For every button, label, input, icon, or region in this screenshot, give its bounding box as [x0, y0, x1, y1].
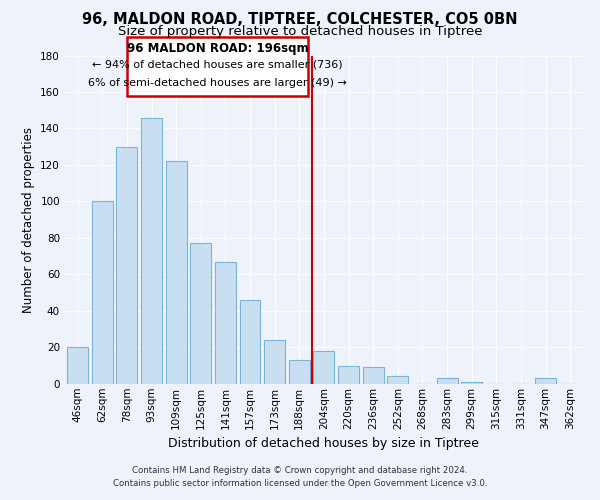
X-axis label: Distribution of detached houses by size in Tiptree: Distribution of detached houses by size …: [169, 437, 479, 450]
Bar: [190, 244, 211, 384]
Text: 96, MALDON ROAD, TIPTREE, COLCHESTER, CO5 0BN: 96, MALDON ROAD, TIPTREE, COLCHESTER, CO…: [82, 12, 518, 28]
Bar: [338, 366, 359, 384]
Bar: [437, 378, 458, 384]
Text: Contains HM Land Registry data © Crown copyright and database right 2024.
Contai: Contains HM Land Registry data © Crown c…: [113, 466, 487, 487]
Bar: [264, 340, 285, 384]
Bar: [289, 360, 310, 384]
Bar: [313, 351, 334, 384]
FancyBboxPatch shape: [127, 38, 308, 96]
Bar: [141, 118, 162, 384]
Bar: [166, 162, 187, 384]
Y-axis label: Number of detached properties: Number of detached properties: [22, 126, 35, 312]
Bar: [535, 378, 556, 384]
Bar: [239, 300, 260, 384]
Bar: [363, 368, 383, 384]
Bar: [116, 146, 137, 384]
Bar: [92, 202, 113, 384]
Text: ← 94% of detached houses are smaller (736): ← 94% of detached houses are smaller (73…: [92, 60, 343, 70]
Text: 96 MALDON ROAD: 196sqm: 96 MALDON ROAD: 196sqm: [127, 42, 308, 54]
Bar: [215, 262, 236, 384]
Text: Size of property relative to detached houses in Tiptree: Size of property relative to detached ho…: [118, 25, 482, 38]
Bar: [388, 376, 408, 384]
Bar: [67, 348, 88, 384]
Bar: [461, 382, 482, 384]
Text: 6% of semi-detached houses are larger (49) →: 6% of semi-detached houses are larger (4…: [88, 78, 347, 88]
